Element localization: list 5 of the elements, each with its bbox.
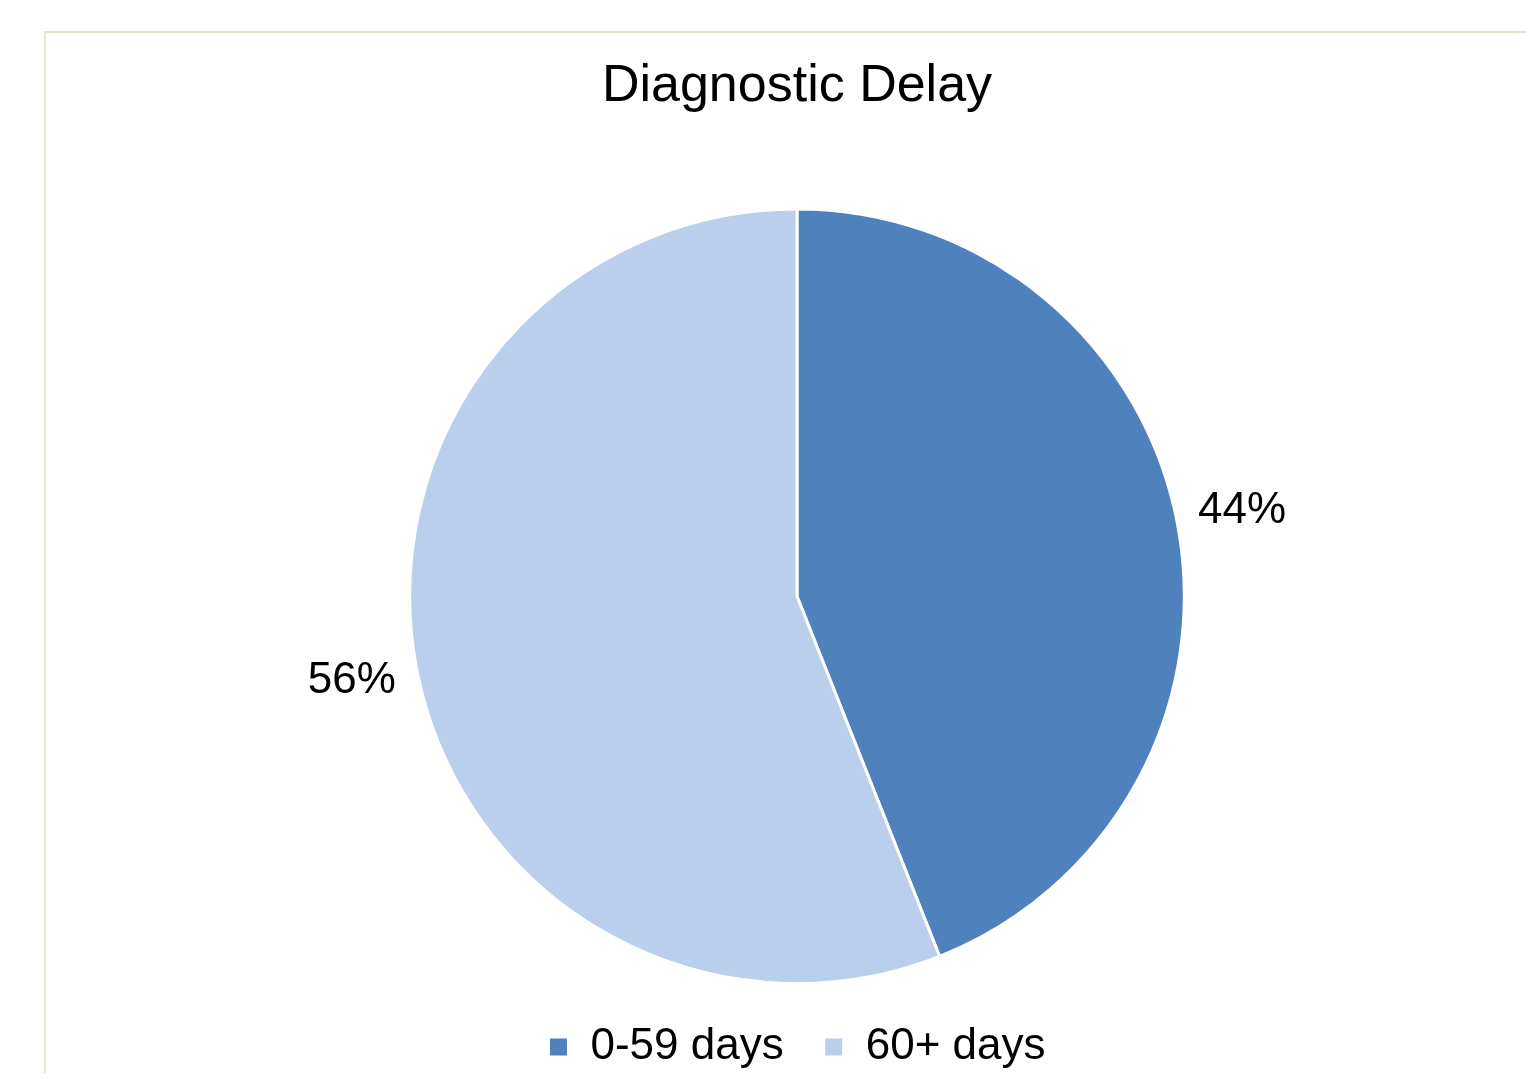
- legend-label: 60+ days: [865, 1019, 1046, 1069]
- chart-title: Diagnostic Delay: [601, 53, 993, 112]
- data-label: 56%: [307, 653, 396, 703]
- data-label: 44%: [1198, 483, 1287, 533]
- legend-label: 0-59 days: [590, 1019, 784, 1069]
